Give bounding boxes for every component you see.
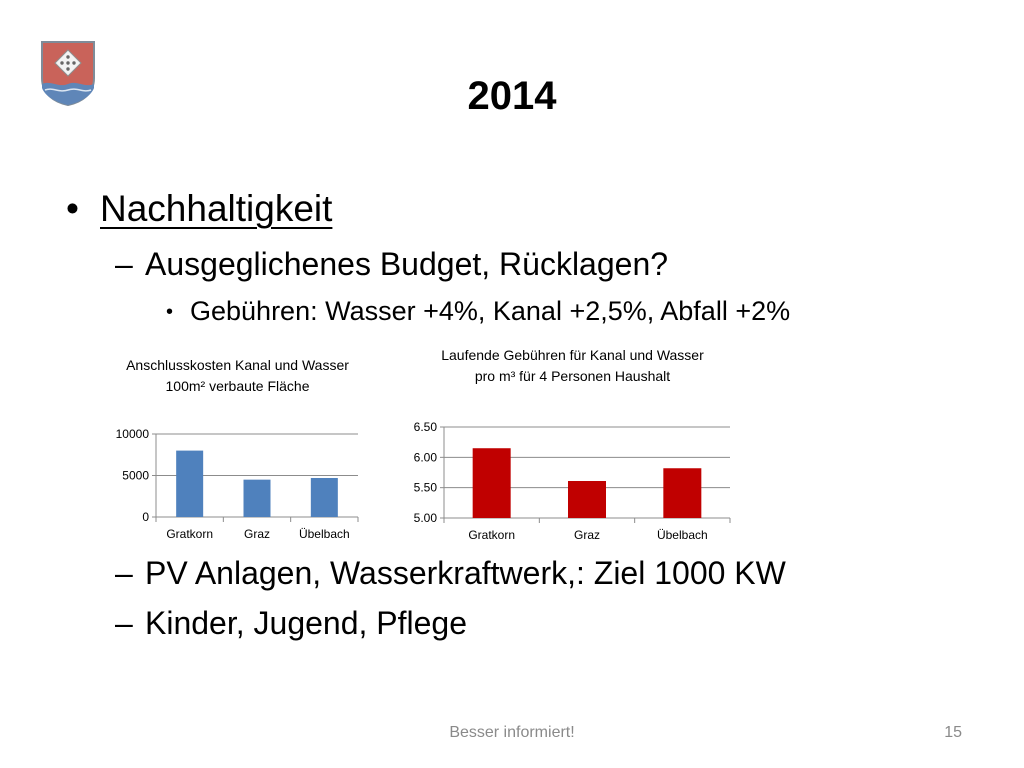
y-tick-label: 10000 <box>116 427 150 441</box>
page-number: 15 <box>944 724 962 741</box>
bullet-nachhaltigkeit: • Nachhaltigkeit <box>66 185 332 233</box>
bullet-budget: – Ausgeglichenes Budget, Rücklagen? <box>115 243 668 285</box>
bullet-text: Nachhaltigkeit <box>100 188 333 229</box>
y-tick-label: 5.00 <box>414 511 438 525</box>
y-tick-label: 6.00 <box>414 450 438 464</box>
chart-title: Anschlusskosten Kanal und Wasser 100m² v… <box>126 357 349 394</box>
dash-icon: – <box>115 246 133 282</box>
x-tick-label: Übelbach <box>657 528 708 542</box>
bullet-text: Kinder, Jugend, Pflege <box>145 605 468 641</box>
y-tick-label: 5000 <box>122 469 149 483</box>
bullet-icon: • <box>66 188 79 229</box>
bar <box>243 479 271 517</box>
x-tick-label: Gratkorn <box>166 527 213 541</box>
bar <box>310 477 338 517</box>
bar <box>663 468 702 518</box>
coat-of-arms-logo <box>41 41 95 106</box>
bullet-pv-anlagen: – PV Anlagen, Wasserkraftwerk,: Ziel 1000… <box>115 552 786 594</box>
bullet-text: Ausgeglichenes Budget, Rücklagen? <box>145 246 669 282</box>
y-tick-label: 6.50 <box>414 420 438 434</box>
x-tick-label: Übelbach <box>299 527 350 541</box>
bar <box>568 480 606 518</box>
bar <box>472 448 511 518</box>
chart-plot: 0 5000 10000 Gratkorn Graz Übelbach <box>116 427 359 541</box>
slide-title: 2014 <box>467 74 557 118</box>
chart-laufende-gebuehren: Laufende Gebühren für Kanal und Wasser p… <box>395 340 750 550</box>
y-tick-label: 0 <box>142 510 149 524</box>
bar <box>176 450 204 517</box>
bullet-text: Gebühren: Wasser +4%, Kanal +2,5%, Abfal… <box>190 296 791 326</box>
bullet-icon: • <box>166 301 174 323</box>
dash-icon: – <box>115 555 133 591</box>
x-tick-label: Graz <box>244 527 270 541</box>
chart-title: Laufende Gebühren für Kanal und Wasser p… <box>441 347 704 384</box>
bullet-text: PV Anlagen, Wasserkraftwerk,: Ziel 1000 … <box>145 555 786 591</box>
chart-anschlusskosten: Anschlusskosten Kanal und Wasser 100m² v… <box>100 350 370 550</box>
bullet-gebuehren: • Gebühren: Wasser +4%, Kanal +2,5%, Abfa… <box>166 292 790 331</box>
footer-text: Besser informiert! <box>449 724 575 741</box>
chart-plot: 5.00 5.50 6.00 6.50 Gratkorn Graz Übelbach <box>414 420 731 542</box>
x-tick-label: Graz <box>574 528 600 542</box>
x-tick-label: Gratkorn <box>468 528 515 542</box>
bullet-kinder: – Kinder, Jugend, Pflege <box>115 602 467 644</box>
dash-icon: – <box>115 605 133 641</box>
y-tick-label: 5.50 <box>414 481 438 495</box>
